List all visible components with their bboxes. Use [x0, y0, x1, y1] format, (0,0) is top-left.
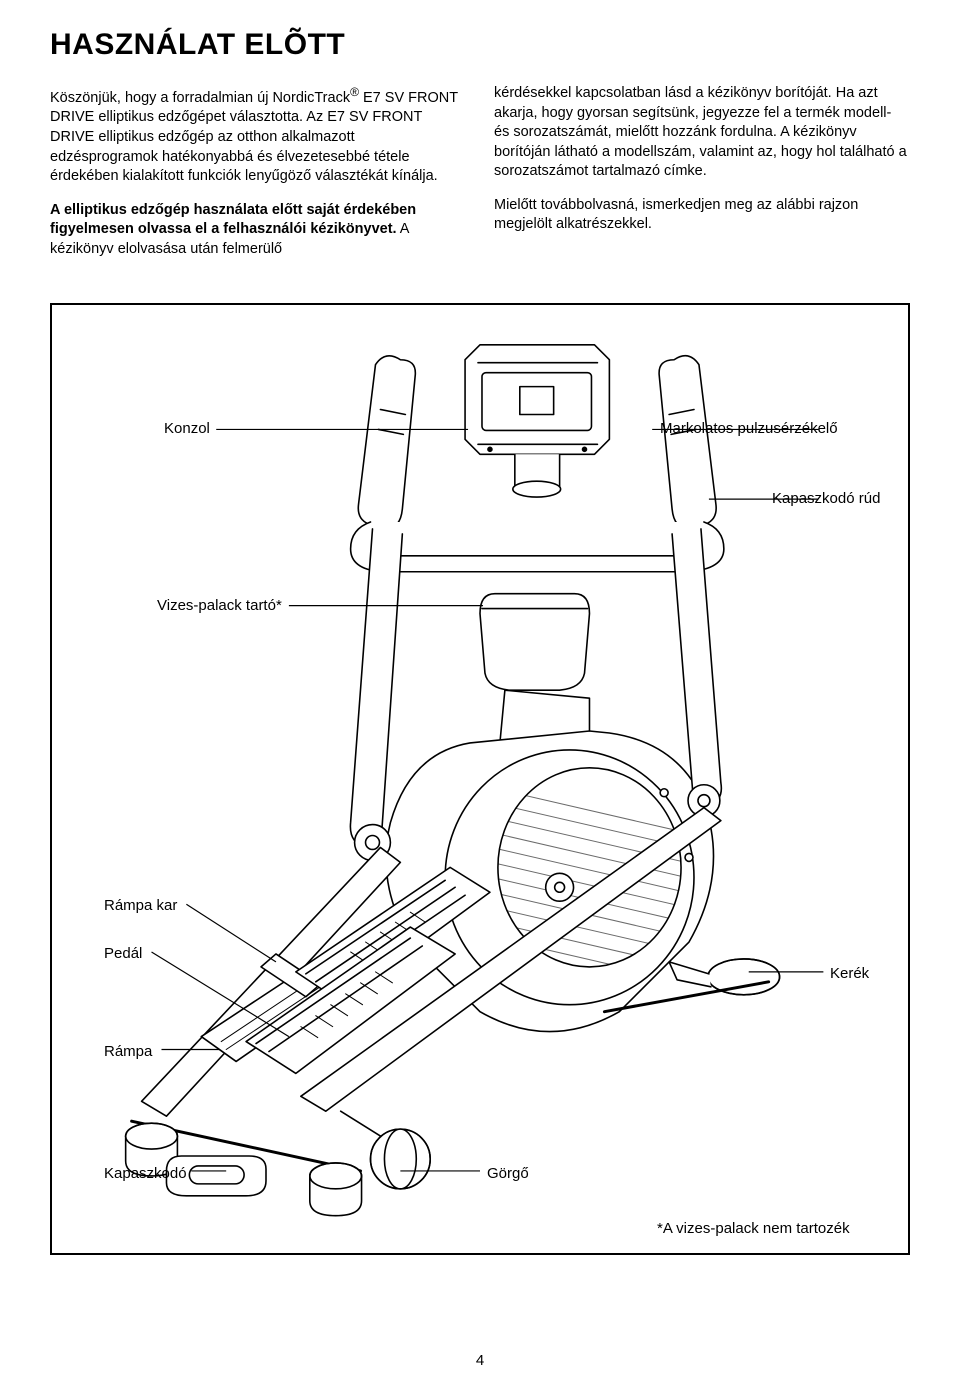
right-p1: kérdésekkel kapcsolatban lásd a kéziköny…: [494, 84, 910, 182]
diagram-frame: Konzol Markolatos pulzusérzékelő Kapaszk…: [50, 303, 910, 1255]
label-kerek: Kerék: [830, 965, 869, 982]
right-column: kérdésekkel kapcsolatban lásd a kéziköny…: [494, 84, 910, 273]
right-p2: Mielőtt továbbolvasná, ismerkedjen meg a…: [494, 196, 910, 235]
elliptical-diagram: [52, 305, 908, 1253]
label-kapaszkodo-rud: Kapaszkodó rúd: [772, 490, 880, 507]
left-p1: Köszönjük, hogy a forradalmian új Nordic…: [50, 84, 466, 187]
left-p2-bold: A elliptikus edzőgép használata előtt sa…: [50, 202, 416, 238]
label-kapaszkodo: Kapaszkodó: [104, 1165, 187, 1182]
left-p1-a: Köszönjük, hogy a forradalmian új Nordic…: [50, 90, 350, 106]
label-gorgo: Görgő: [487, 1165, 529, 1182]
intro-columns: Köszönjük, hogy a forradalmian új Nordic…: [50, 84, 910, 273]
page-number: 4: [0, 1352, 960, 1369]
label-konzol: Konzol: [164, 420, 210, 437]
left-p2: A elliptikus edzőgép használata előtt sa…: [50, 201, 466, 260]
label-rampa-kar: Rámpa kar: [104, 897, 177, 914]
label-footnote: *A vizes-palack nem tartozék: [657, 1220, 850, 1237]
registered-mark: ®: [350, 85, 359, 99]
label-vizes: Vizes-palack tartó*: [157, 597, 282, 614]
left-column: Köszönjük, hogy a forradalmian új Nordic…: [50, 84, 466, 273]
page-title: HASZNÁLAT ELÕTT: [50, 28, 910, 62]
label-rampa: Rámpa: [104, 1043, 152, 1060]
label-pedal: Pedál: [104, 945, 142, 962]
label-pulzus: Markolatos pulzusérzékelő: [660, 420, 838, 437]
